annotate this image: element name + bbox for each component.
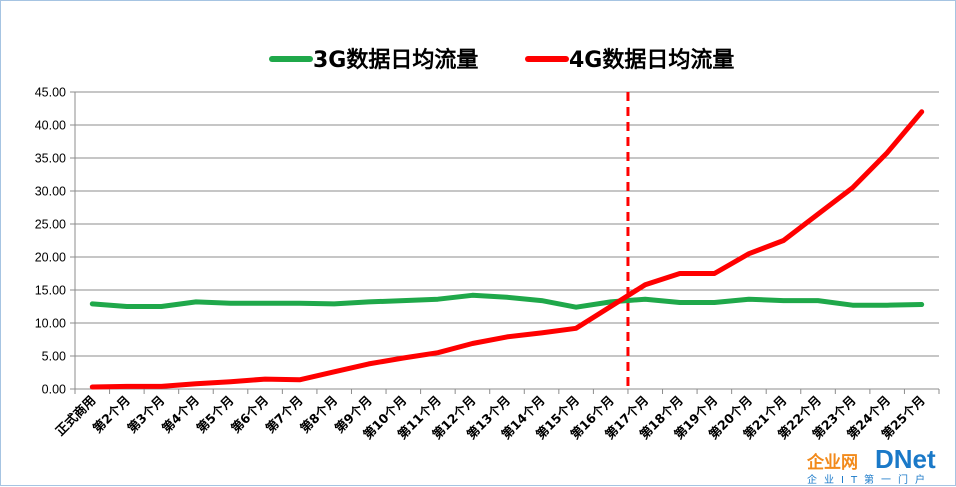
watermark-brand-en: DNet [875,444,936,474]
watermark-brand-cn: 企业网 [806,452,858,473]
y-tick-label: 20.00 [35,251,66,265]
x-tick-label: 第6个月 [228,393,271,436]
x-axis: 正式商用第2个月第3个月第4个月第5个月第6个月第7个月第8个月第9个月第10个… [52,388,940,442]
y-tick-label: 0.00 [42,383,66,397]
series-line-3g [89,292,925,310]
x-tick-label: 正式商用 [52,393,98,439]
y-tick-label: 15.00 [35,284,66,298]
y-tick-label: 25.00 [35,218,66,232]
gridlines [75,91,939,390]
legend-label-4g: 4G数据日均流量 [569,47,734,73]
watermark: 企业网 DNet 企业IT第一门户 [806,444,936,486]
y-tick-label: 5.00 [42,350,66,364]
x-tick-label: 第2个月 [90,393,133,436]
series-line-4g [89,109,925,390]
y-tick-label: 45.00 [35,86,66,100]
x-tick-label: 第3个月 [124,393,167,436]
legend-label-3g: 3G数据日均流量 [313,47,478,73]
series-group [89,109,925,390]
legend: 3G数据日均流量 4G数据日均流量 [269,47,734,73]
y-tick-label: 40.00 [35,119,66,133]
y-tick-label: 30.00 [35,185,66,199]
x-tick-label: 第4个月 [159,393,202,436]
y-axis: 0.00 5.00 10.00 15.00 20.00 25.00 30.00 35.00 40… [35,86,76,397]
y-tick-label: 35.00 [35,152,66,166]
x-tick-label: 第7个月 [262,393,305,436]
x-tick-label: 第8个月 [297,393,340,436]
x-tick-label: 第5个月 [193,393,236,436]
watermark-tagline: 企业IT第一门户 [807,473,932,486]
y-tick-label: 10.00 [35,317,66,331]
